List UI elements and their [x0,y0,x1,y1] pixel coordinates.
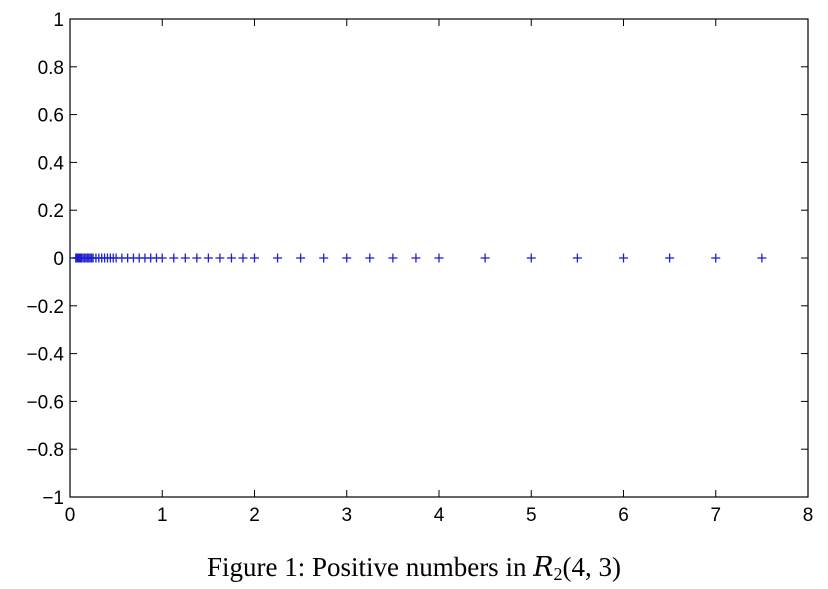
data-point [192,253,202,263]
data-point [215,253,225,263]
data-point [250,253,259,263]
data-point [572,253,582,263]
data-point [619,253,628,263]
y-tick-label: −0.8 [26,440,64,461]
y-tick-label: 1 [53,10,64,31]
data-point [526,253,536,263]
scatter-chart: 0 1 2 3 4 5 6 7 8 1 0.8 0.6 0.4 0.2 0 −0.2 −0.4 −0.6 −0.8… [26,10,814,526]
y-tick-label: −0.2 [26,297,64,318]
data-point [273,253,283,263]
x-tick-label: 3 [341,505,352,526]
data-point [169,253,179,263]
caption-args: (4, 3) [562,552,622,582]
data-point [480,253,490,263]
data-point [665,253,675,263]
data-point [434,253,444,263]
data-point [140,253,150,263]
x-tick-label: 0 [65,505,76,526]
data-point [319,253,329,263]
data-point [128,253,138,263]
figure-caption: Figure 1: Positive numbers in R2(4, 3) [0,552,828,585]
data-point [226,253,236,263]
y-tick-label: 0.4 [38,153,65,174]
data-point [180,253,190,263]
data-point [151,253,161,263]
y-tick-label: −0.6 [26,392,64,413]
caption-symbol: R [533,552,554,583]
data-point [711,253,721,263]
data-point [203,253,213,263]
x-tick-label: 7 [710,505,721,526]
x-tick-label: 4 [434,505,445,526]
x-tick-label: 5 [526,505,537,526]
x-tick-labels: 0 1 2 3 4 5 6 7 8 [65,505,814,526]
y-tick-label: 0.2 [38,201,64,222]
y-tick-label: −0.4 [26,345,64,366]
data-point [238,253,248,263]
caption-prefix: Figure 1: Positive numbers in [206,552,534,582]
y-tick-label: 0.6 [38,106,64,127]
data-point [411,253,421,263]
x-tick-label: 8 [803,505,814,526]
x-tick-label: 6 [618,505,629,526]
data-point [108,253,118,263]
data-point [342,253,352,263]
data-point [365,253,375,263]
y-tick-label: 0.8 [38,58,64,79]
axis-ticks [69,18,809,498]
data-point [388,253,398,263]
data-marks [71,253,767,263]
y-tick-label: −1 [42,488,64,509]
y-tick-labels: 1 0.8 0.6 0.4 0.2 0 −0.2 −0.4 −0.6 −0.8 −1 [26,10,64,509]
x-tick-label: 2 [249,505,260,526]
data-point [117,253,127,263]
data-point [296,253,306,263]
caption-subscript: 2 [553,564,563,584]
y-tick-label: 0 [53,249,64,270]
x-tick-label: 1 [157,505,168,526]
data-point [757,253,767,263]
